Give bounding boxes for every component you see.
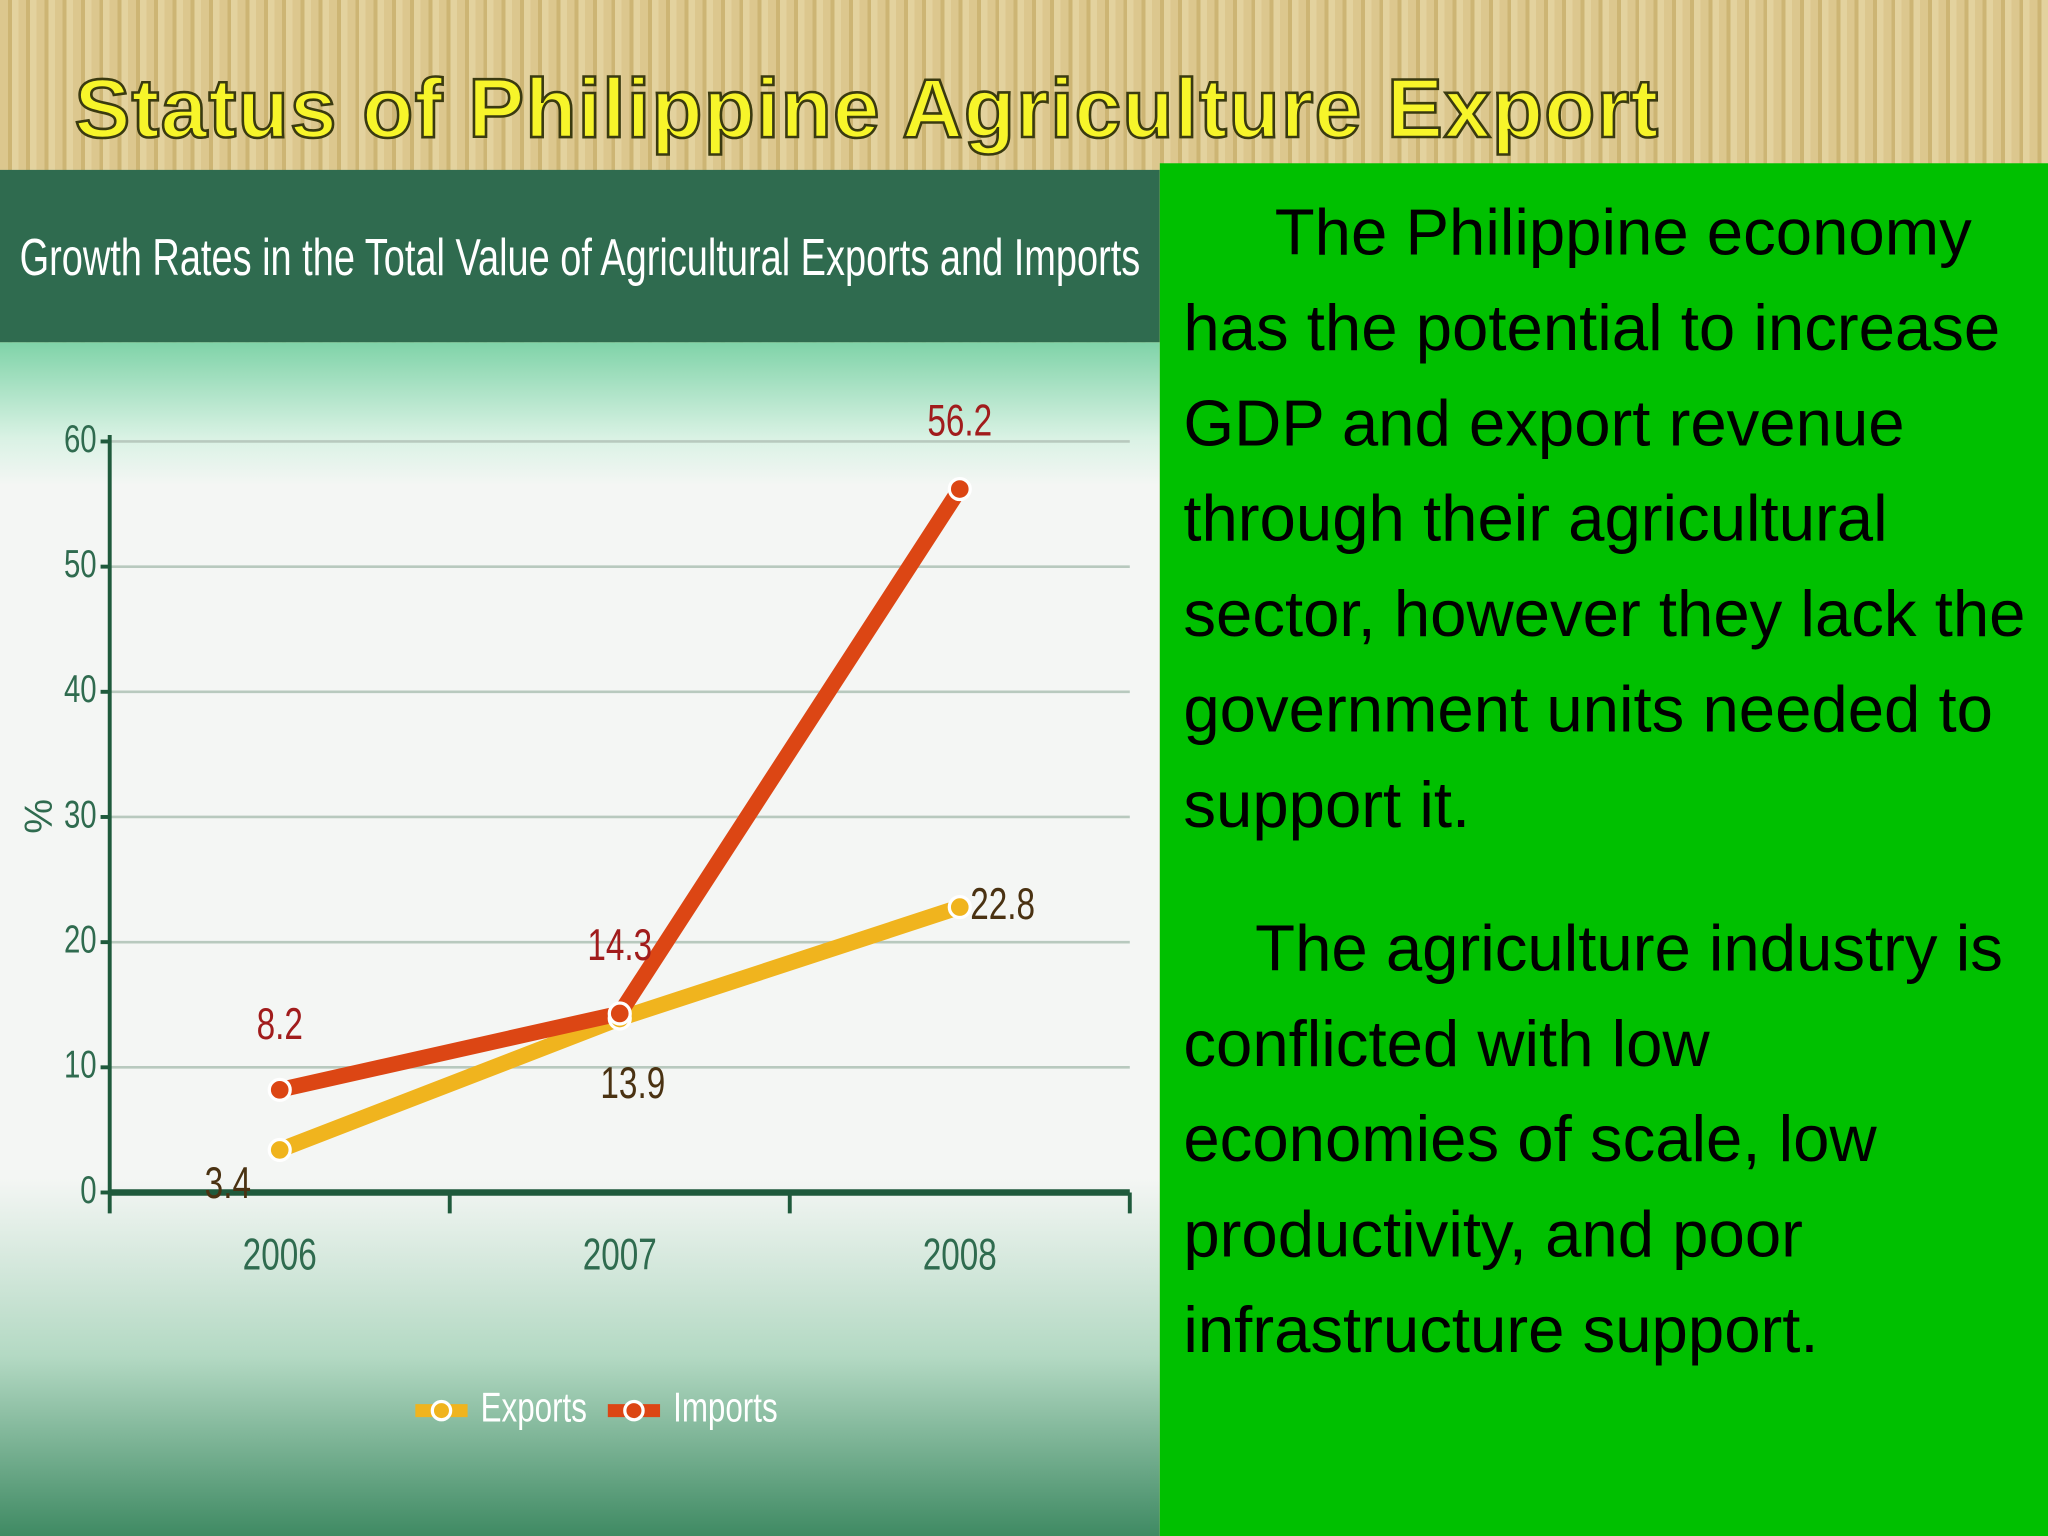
data-label: 3.4: [205, 1159, 251, 1209]
y-tick-label: 10: [64, 1044, 97, 1087]
y-axis-label: %: [18, 799, 61, 834]
data-label: 56.2: [927, 396, 992, 446]
data-label: 13.9: [600, 1059, 665, 1109]
y-tick-label: 30: [64, 793, 97, 836]
legend-marker: [623, 1399, 645, 1422]
y-tick-label: 50: [64, 543, 97, 586]
y-tick-label: 40: [64, 668, 97, 711]
chart-background: [0, 342, 1160, 1536]
data-label: 22.8: [970, 879, 1035, 929]
paragraph: The agriculture industry is conflicted w…: [1183, 911, 2003, 1367]
chart-title: Growth Rates in the Total Value of Agric…: [20, 229, 1141, 287]
paragraph: The Philippine economy has the potential…: [1183, 195, 2026, 842]
data-point: [947, 895, 972, 920]
y-tick-label: 20: [64, 919, 97, 962]
y-tick-label: 0: [80, 1169, 96, 1212]
slide-title: Status of Philippine Agriculture Export: [73, 60, 1660, 157]
chart-header: [0, 169, 1160, 343]
legend-marker: [430, 1399, 453, 1422]
data-label: 14.3: [587, 920, 652, 970]
text-panel: The Philippine economy has the potential…: [1159, 163, 2048, 1536]
legend-label: Imports: [673, 1384, 778, 1430]
data-point: [267, 1137, 292, 1163]
data-point: [267, 1077, 292, 1102]
chart: Growth Rates in the Total Value of Agric…: [0, 169, 1160, 1536]
data-point: [947, 476, 972, 502]
x-tick-label: 2007: [583, 1230, 657, 1280]
x-tick-label: 2008: [923, 1230, 997, 1280]
data-label: 8.2: [257, 999, 303, 1049]
y-tick-label: 60: [64, 418, 97, 461]
x-tick-label: 2006: [243, 1230, 317, 1280]
legend-label: Exports: [481, 1384, 587, 1430]
data-point: [607, 1001, 632, 1026]
